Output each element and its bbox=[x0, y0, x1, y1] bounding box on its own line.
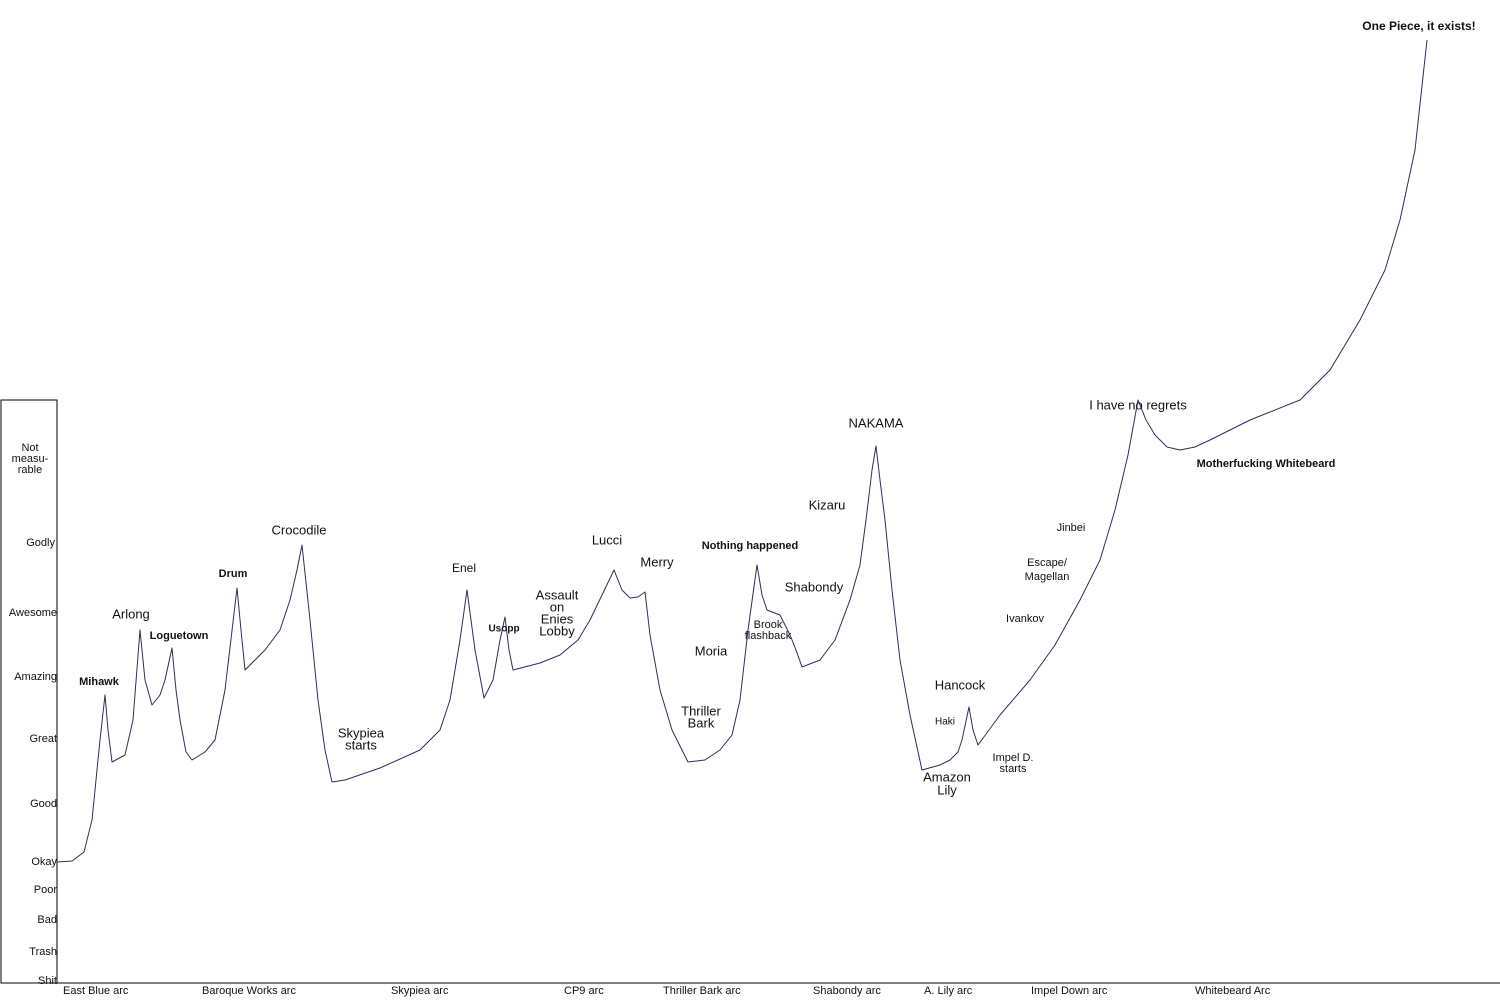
annotation: Motherfucking Whitebeard bbox=[1197, 458, 1336, 470]
annotation: One Piece, it exists! bbox=[1362, 19, 1475, 33]
y-axis-label: Great bbox=[29, 733, 57, 745]
annotation: Usopp bbox=[488, 624, 519, 635]
x-axis-label: Skypiea arc bbox=[391, 985, 449, 997]
annotation: flashback bbox=[745, 630, 792, 642]
annotation: Enel bbox=[452, 561, 476, 575]
annotation: Nothing happened bbox=[702, 540, 799, 552]
y-axis-label: Godly bbox=[26, 537, 55, 549]
annotation: Drum bbox=[219, 568, 248, 580]
y-axis-label: Good bbox=[30, 798, 57, 810]
hype-curve bbox=[56, 39, 1428, 863]
annotation: Moria bbox=[695, 643, 728, 658]
x-axis-label: Impel Down arc bbox=[1031, 985, 1108, 997]
y-axis-label: rable bbox=[18, 464, 42, 476]
annotation: Ivankov bbox=[1006, 613, 1044, 625]
y-axis-label: Okay bbox=[31, 856, 57, 868]
annotation: Lily bbox=[937, 782, 957, 797]
annotation: Assault bbox=[536, 587, 579, 602]
annotation: Jinbei bbox=[1057, 522, 1086, 534]
annotation: Hancock bbox=[935, 677, 986, 692]
y-axis-label: Poor bbox=[34, 884, 58, 896]
annotation: Loguetown bbox=[150, 630, 209, 642]
annotation: Mihawk bbox=[79, 676, 120, 688]
annotation: Bark bbox=[688, 715, 715, 730]
annotation: Haki bbox=[935, 717, 955, 728]
annotation: Amazon bbox=[923, 769, 971, 784]
annotation: Kizaru bbox=[809, 497, 846, 512]
x-axis-label: Baroque Works arc bbox=[202, 985, 296, 997]
annotation: I have no regrets bbox=[1089, 397, 1187, 412]
annotation: starts bbox=[1000, 763, 1027, 775]
x-axis-label: East Blue arc bbox=[63, 985, 129, 997]
annotation: Thriller bbox=[681, 703, 721, 718]
annotation: NAKAMA bbox=[849, 415, 904, 430]
annotation: Impel D. bbox=[993, 752, 1034, 764]
annotation: Lucci bbox=[592, 532, 622, 547]
x-axis-label: A. Lily arc bbox=[924, 985, 973, 997]
y-axis-label: Not bbox=[21, 442, 38, 454]
x-axis-label: Thriller Bark arc bbox=[663, 985, 741, 997]
annotation: Magellan bbox=[1025, 571, 1070, 583]
annotation: Crocodile bbox=[272, 522, 327, 537]
annotation: Shabondy bbox=[785, 579, 844, 594]
annotation: Brook bbox=[754, 619, 783, 631]
x-axis-label: Shabondy arc bbox=[813, 985, 881, 997]
y-axis-label: Shit bbox=[38, 975, 57, 987]
annotation: Skypiea bbox=[338, 725, 385, 740]
annotation: Escape/ bbox=[1027, 557, 1068, 569]
x-axis-label: CP9 arc bbox=[564, 985, 604, 997]
x-axis-label: Whitebeard Arc bbox=[1195, 985, 1271, 997]
annotation: Enies bbox=[541, 611, 574, 626]
annotation: on bbox=[550, 599, 564, 614]
y-axis-label: measu- bbox=[12, 453, 49, 465]
y-axis-label: Awesome bbox=[9, 607, 57, 619]
annotation: Merry bbox=[640, 554, 674, 569]
annotation: Lobby bbox=[539, 623, 575, 638]
y-axis-label: Bad bbox=[37, 914, 57, 926]
y-axis-label: Trash bbox=[29, 946, 57, 958]
y-axis-label: Amazing bbox=[14, 671, 57, 683]
annotation: Arlong bbox=[112, 606, 150, 621]
annotation: starts bbox=[345, 737, 377, 752]
